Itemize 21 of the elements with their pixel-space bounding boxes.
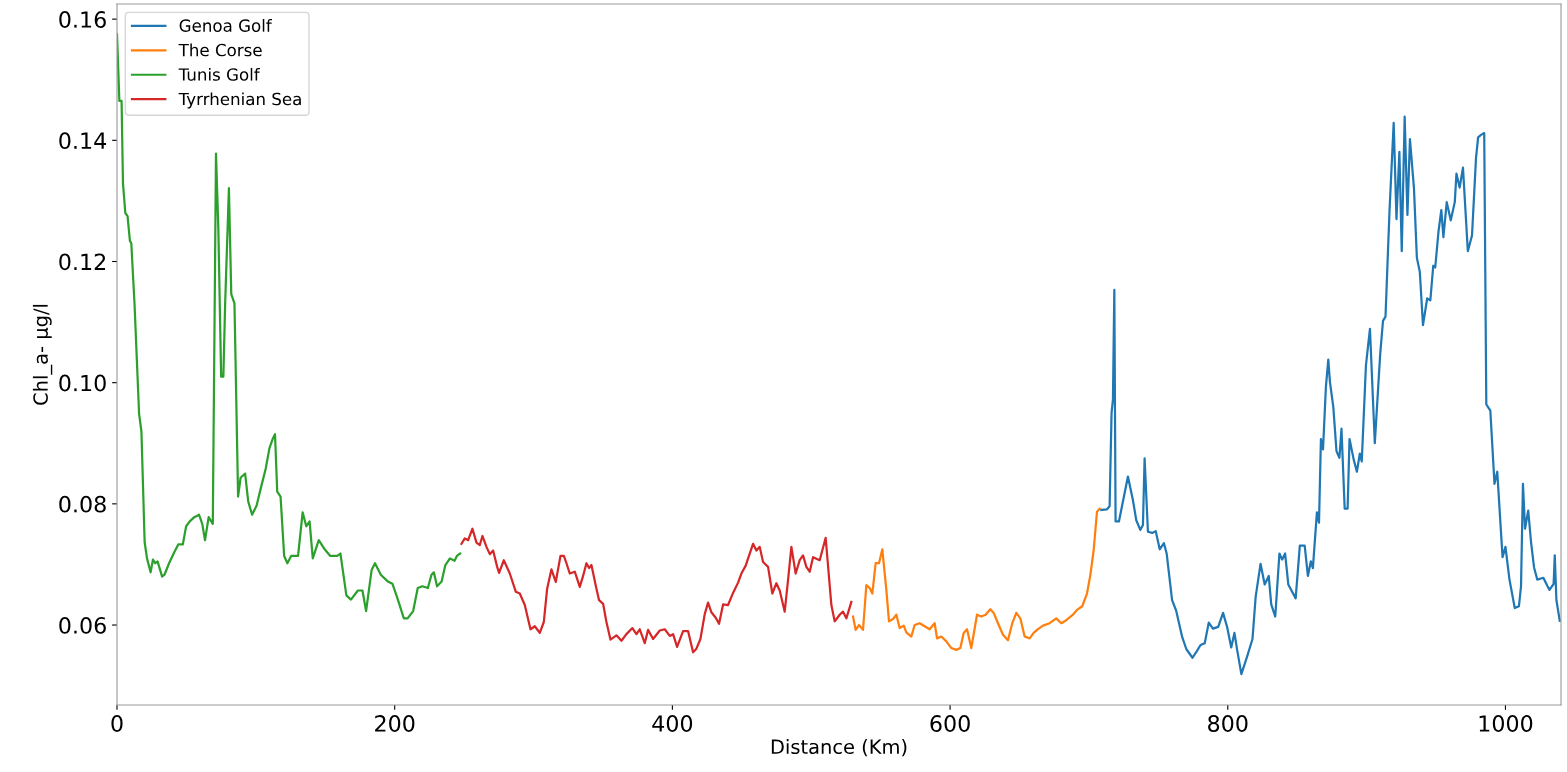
line-series — [851, 507, 1101, 651]
legend-label: Tyrrhenian Sea — [178, 92, 301, 109]
line-series — [460, 527, 853, 654]
y-tick-label: 0.16 — [59, 11, 106, 28]
y-axis-title: Chl_a- µg/l — [32, 304, 53, 405]
x-tick-label: 600 — [930, 715, 970, 732]
y-tick-label: 0.06 — [59, 616, 106, 634]
y-tick-label: 0.10 — [59, 374, 106, 392]
x-tick-label: 200 — [375, 715, 415, 732]
x-axis-title: Distance (Km) — [771, 739, 907, 757]
x-tick-label: 1000 — [1479, 715, 1533, 732]
legend-label: Genoa Golf — [179, 19, 273, 32]
y-tick-label: 0.12 — [59, 253, 106, 271]
y-tick-label: 0.08 — [59, 495, 106, 513]
legend-label: Tunis Golf — [178, 67, 260, 81]
x-tick-label: 400 — [652, 715, 693, 732]
x-tick-label: 0 — [111, 715, 123, 732]
y-tick-label: 0.14 — [59, 132, 107, 150]
legend-label: The Corse — [178, 43, 262, 57]
line-series — [1100, 115, 1561, 676]
x-tick-label: 800 — [1208, 715, 1248, 732]
